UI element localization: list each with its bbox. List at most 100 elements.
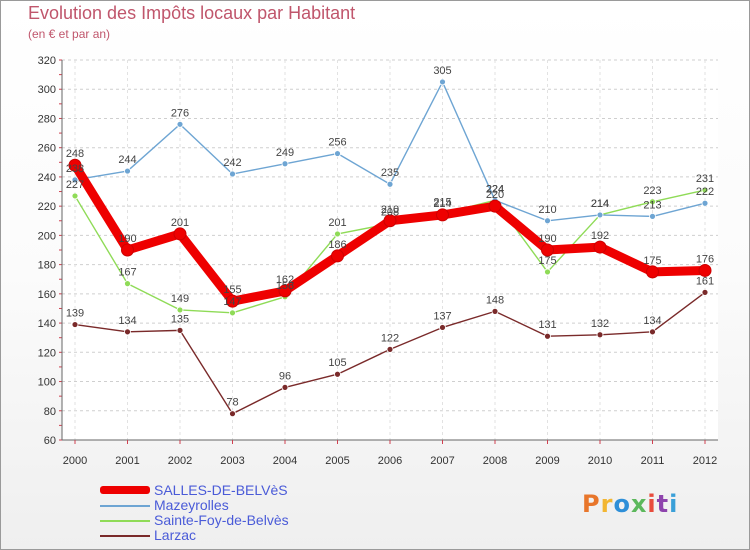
data-point-salles-de-belv-s-2000	[68, 158, 82, 172]
data-point-mazeyrolles-2009	[544, 217, 551, 225]
y-tick-label-100: 100	[38, 377, 56, 389]
data-point-mazeyrolles-2007	[439, 78, 446, 86]
data-label-sainte-foy-de-belv-s-2011: 223	[643, 185, 661, 197]
data-label-sainte-foy-de-belv-s-2009: 175	[538, 255, 556, 267]
data-point-mazeyrolles-2012	[701, 199, 709, 207]
data-point-mazeyrolles-2002	[176, 120, 184, 128]
data-point-larzac-2010	[596, 331, 604, 339]
data-label-larzac-2002: 135	[171, 313, 189, 325]
x-tick-label-2002: 2002	[168, 455, 192, 467]
data-point-salles-de-belv-s-2007	[436, 208, 449, 222]
data-label-salles-de-belv-s-2000: 248	[66, 148, 84, 160]
data-label-sainte-foy-de-belv-s-2002: 149	[171, 293, 189, 305]
data-label-mazeyrolles-2003: 242	[223, 157, 241, 169]
data-label-salles-de-belv-s-2006: 210	[381, 204, 399, 216]
data-label-larzac-2008: 148	[486, 294, 504, 306]
data-point-larzac-2009	[544, 332, 551, 340]
data-point-salles-de-belv-s-2008	[488, 199, 502, 213]
logo-letter: t	[656, 490, 670, 518]
legend-label-larzac: Larzac	[154, 527, 197, 543]
y-tick-label-220: 220	[38, 201, 56, 213]
data-label-sainte-foy-de-belv-s-2010: 214	[591, 198, 609, 210]
data-point-larzac-2003	[229, 410, 236, 418]
data-label-sainte-foy-de-belv-s-2001: 167	[118, 267, 136, 279]
data-label-salles-de-belv-s-2009: 190	[538, 233, 556, 245]
x-tick-label-2010: 2010	[588, 455, 612, 467]
y-tick-label-320: 320	[38, 55, 56, 67]
logo-letter: i	[669, 490, 679, 518]
data-label-larzac-2000: 139	[66, 308, 84, 320]
data-label-mazeyrolles-2008: 224	[486, 183, 504, 195]
logo-letter: i	[647, 490, 657, 518]
data-point-sainte-foy-de-belv-s-2003	[229, 309, 236, 317]
y-tick-label-140: 140	[38, 318, 56, 330]
data-label-larzac-2011: 134	[643, 315, 661, 327]
x-tick-label-2003: 2003	[220, 455, 244, 467]
data-point-salles-de-belv-s-2012	[698, 263, 712, 277]
data-point-mazeyrolles-2005	[334, 150, 341, 157]
data-point-mazeyrolles-2004	[281, 160, 289, 168]
data-point-sainte-foy-de-belv-s-2001	[124, 280, 131, 288]
data-point-salles-de-belv-s-2006	[383, 214, 397, 228]
data-point-sainte-foy-de-belv-s-2002	[176, 306, 184, 314]
data-label-salles-de-belv-s-2002: 201	[171, 217, 189, 229]
x-tick-label-2008: 2008	[483, 455, 507, 467]
legend-swatch-mazeyrolles	[100, 505, 150, 507]
chart-subtitle: (en € et par an)	[28, 27, 111, 41]
data-label-mazeyrolles-2007: 305	[433, 65, 451, 77]
data-point-sainte-foy-de-belv-s-2000	[71, 192, 79, 200]
data-label-mazeyrolles-2005: 256	[328, 137, 346, 149]
data-label-sainte-foy-de-belv-s-2004: 158	[276, 280, 294, 292]
data-label-salles-de-belv-s-2007: 214	[433, 198, 451, 210]
data-point-mazeyrolles-2003	[229, 170, 236, 178]
data-point-sainte-foy-de-belv-s-2012	[701, 186, 709, 194]
data-point-mazeyrolles-2000	[71, 176, 79, 184]
data-label-mazeyrolles-2006: 235	[381, 167, 399, 179]
data-label-sainte-foy-de-belv-s-2000: 227	[66, 179, 84, 191]
data-point-salles-de-belv-s-2009	[541, 243, 554, 257]
y-tick-label-160: 160	[38, 289, 56, 301]
data-point-salles-de-belv-s-2002	[173, 227, 187, 241]
data-label-salles-de-belv-s-2012: 176	[696, 253, 714, 265]
data-point-mazeyrolles-2011	[649, 212, 656, 220]
data-label-mazeyrolles-2000: 238	[66, 163, 84, 175]
data-label-sainte-foy-de-belv-s-2007: 215	[433, 196, 451, 208]
x-tick-label-2009: 2009	[535, 455, 559, 467]
data-point-sainte-foy-de-belv-s-2005	[334, 230, 341, 238]
data-label-larzac-2004: 96	[279, 370, 291, 382]
legend-label-salles: SALLES-DE-BELVèS	[154, 482, 288, 498]
x-tick-label-2005: 2005	[325, 455, 349, 467]
data-point-larzac-2001	[124, 328, 131, 336]
data-label-salles-de-belv-s-2001: 190	[118, 233, 136, 245]
y-tick-label-240: 240	[38, 172, 56, 184]
data-point-sainte-foy-de-belv-s-2009	[544, 268, 551, 276]
data-label-salles-de-belv-s-2004: 162	[276, 274, 294, 286]
data-label-salles-de-belv-s-2008: 220	[486, 189, 504, 201]
data-label-mazeyrolles-2002: 276	[171, 107, 189, 119]
data-label-larzac-2001: 134	[118, 315, 136, 327]
data-point-salles-de-belv-s-2004	[278, 284, 292, 298]
data-point-larzac-2002	[176, 326, 184, 334]
chart-title: Evolution des Impôts locaux par Habitant	[28, 3, 356, 23]
data-label-sainte-foy-de-belv-s-2008: 224	[486, 183, 504, 195]
logo-letter: o	[613, 490, 631, 518]
logo-letter: x	[630, 490, 648, 518]
data-label-larzac-2006: 122	[381, 332, 399, 344]
data-point-larzac-2007	[439, 324, 446, 331]
data-point-salles-de-belv-s-2005	[331, 249, 344, 263]
x-tick-label-2007: 2007	[430, 455, 454, 467]
y-tick-label-80: 80	[44, 406, 56, 418]
x-tick-label-2012: 2012	[693, 455, 717, 467]
data-point-larzac-2004	[281, 383, 289, 391]
y-tick-label-180: 180	[38, 260, 56, 272]
data-point-mazeyrolles-2006	[386, 180, 394, 188]
proxiti-logo: Proxiti	[582, 490, 678, 518]
data-point-larzac-2000	[71, 321, 79, 328]
legend-swatch-sainte-foy	[100, 520, 150, 522]
data-label-mazeyrolles-2012: 222	[696, 186, 714, 198]
legend-label-sainte-foy: Sainte-Foy-de-Belvès	[154, 512, 289, 528]
data-point-salles-de-belv-s-2011	[646, 265, 659, 279]
data-label-sainte-foy-de-belv-s-2005: 201	[328, 217, 346, 229]
data-label-larzac-2007: 137	[433, 310, 451, 322]
